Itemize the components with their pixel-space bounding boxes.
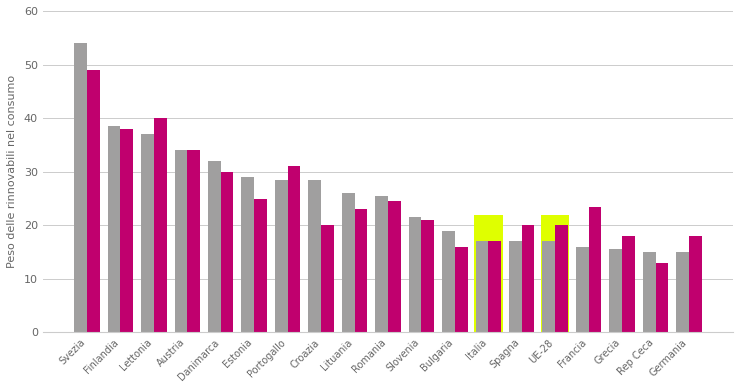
- Bar: [421, 220, 434, 333]
- Bar: [375, 196, 388, 333]
- Bar: [643, 252, 656, 333]
- Bar: [408, 217, 421, 333]
- Y-axis label: Peso delle rinnovabili nel consumo: Peso delle rinnovabili nel consumo: [7, 75, 17, 268]
- Bar: [622, 236, 635, 333]
- Bar: [241, 177, 254, 333]
- Bar: [442, 231, 455, 333]
- Bar: [588, 207, 602, 333]
- Bar: [154, 118, 166, 333]
- Bar: [676, 252, 689, 333]
- Bar: [541, 215, 569, 333]
- Bar: [208, 161, 221, 333]
- Bar: [108, 126, 121, 333]
- Bar: [221, 172, 233, 333]
- Bar: [121, 129, 133, 333]
- Bar: [542, 241, 555, 333]
- Bar: [555, 225, 568, 333]
- Bar: [275, 180, 288, 333]
- Bar: [187, 150, 200, 333]
- Bar: [509, 241, 522, 333]
- Bar: [689, 236, 702, 333]
- Bar: [321, 225, 334, 333]
- Bar: [354, 209, 367, 333]
- Bar: [476, 241, 488, 333]
- Bar: [141, 134, 154, 333]
- Bar: [474, 215, 502, 333]
- Bar: [656, 263, 668, 333]
- Bar: [288, 166, 300, 333]
- Bar: [388, 201, 400, 333]
- Bar: [342, 193, 354, 333]
- Bar: [175, 150, 187, 333]
- Bar: [309, 180, 321, 333]
- Bar: [522, 225, 534, 333]
- Bar: [74, 43, 87, 333]
- Bar: [488, 241, 501, 333]
- Bar: [609, 249, 622, 333]
- Bar: [455, 247, 468, 333]
- Bar: [254, 198, 267, 333]
- Bar: [87, 70, 100, 333]
- Bar: [576, 247, 588, 333]
